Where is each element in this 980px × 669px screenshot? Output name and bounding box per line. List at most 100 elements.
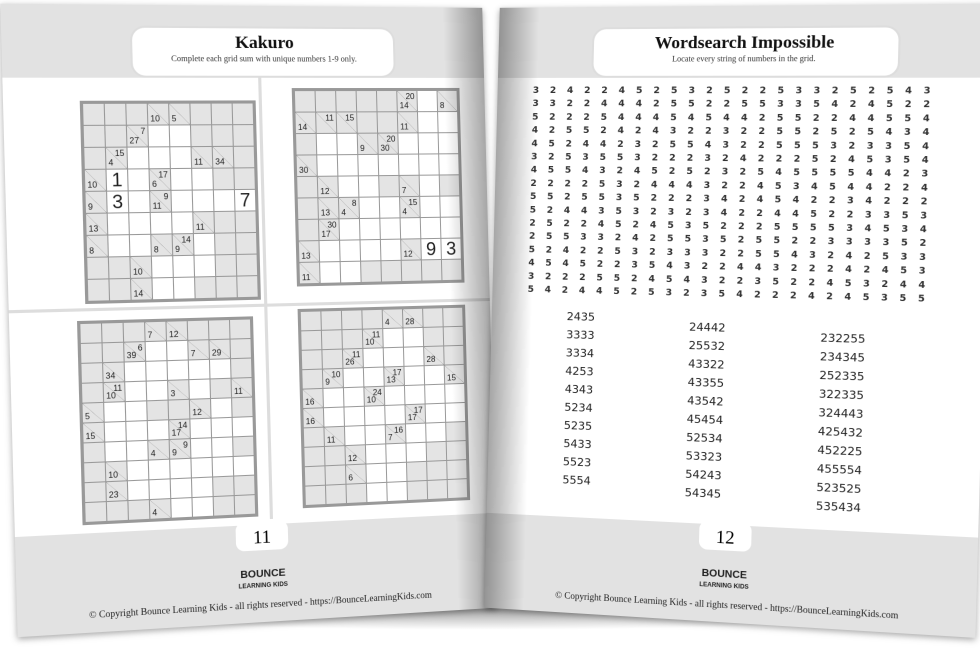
white-cell[interactable] bbox=[128, 169, 150, 191]
white-cell[interactable] bbox=[232, 417, 254, 437]
white-cell[interactable] bbox=[358, 154, 379, 176]
white-cell[interactable] bbox=[146, 380, 168, 401]
white-cell[interactable] bbox=[146, 361, 167, 381]
white-cell[interactable] bbox=[403, 327, 424, 347]
white-cell[interactable] bbox=[127, 460, 149, 481]
white-cell[interactable] bbox=[344, 426, 365, 446]
white-cell[interactable] bbox=[386, 462, 407, 482]
white-cell[interactable] bbox=[319, 240, 340, 262]
white-cell[interactable]: 12 bbox=[189, 399, 211, 419]
white-cell[interactable]: 30 17 bbox=[318, 219, 340, 241]
white-cell[interactable] bbox=[167, 340, 188, 361]
white-cell[interactable] bbox=[191, 477, 213, 498]
white-cell[interactable] bbox=[380, 239, 401, 261]
white-cell[interactable] bbox=[380, 218, 401, 239]
white-cell[interactable] bbox=[145, 341, 167, 361]
white-cell[interactable] bbox=[190, 418, 212, 439]
white-cell[interactable] bbox=[403, 347, 424, 366]
white-cell[interactable]: 11 bbox=[193, 212, 214, 234]
white-cell[interactable] bbox=[170, 478, 192, 499]
white-cell[interactable] bbox=[417, 90, 438, 112]
white-cell[interactable] bbox=[151, 256, 173, 278]
white-cell[interactable] bbox=[404, 366, 425, 386]
white-cell[interactable] bbox=[363, 367, 384, 387]
white-cell[interactable] bbox=[320, 262, 341, 283]
white-cell[interactable]: 1 bbox=[106, 169, 128, 191]
white-cell[interactable] bbox=[172, 212, 193, 234]
white-cell[interactable] bbox=[150, 212, 172, 234]
white-cell[interactable] bbox=[152, 278, 174, 300]
white-cell[interactable] bbox=[127, 147, 149, 169]
white-cell[interactable]: 17 13 bbox=[384, 366, 404, 386]
white-cell[interactable] bbox=[108, 235, 130, 257]
white-cell[interactable] bbox=[173, 277, 195, 299]
white-cell[interactable] bbox=[358, 176, 379, 197]
white-cell[interactable] bbox=[379, 197, 400, 218]
white-cell[interactable] bbox=[405, 423, 426, 443]
white-cell[interactable] bbox=[173, 255, 194, 277]
white-cell[interactable] bbox=[366, 463, 387, 483]
white-cell[interactable] bbox=[191, 457, 213, 478]
white-cell[interactable] bbox=[417, 112, 438, 133]
white-cell[interactable] bbox=[125, 381, 147, 402]
white-cell[interactable] bbox=[316, 133, 337, 155]
white-cell[interactable] bbox=[193, 233, 215, 255]
white-cell[interactable] bbox=[104, 402, 126, 422]
white-cell[interactable] bbox=[359, 218, 380, 240]
white-cell[interactable] bbox=[383, 328, 403, 348]
white-cell[interactable] bbox=[400, 218, 421, 239]
white-cell[interactable] bbox=[340, 261, 361, 283]
white-cell[interactable]: 11 10 bbox=[103, 382, 125, 402]
white-cell[interactable] bbox=[425, 403, 446, 423]
white-cell[interactable]: 3 bbox=[168, 380, 189, 400]
white-cell[interactable] bbox=[148, 147, 170, 169]
white-cell[interactable] bbox=[212, 437, 233, 457]
white-cell[interactable] bbox=[398, 133, 419, 154]
white-cell[interactable]: 3 bbox=[107, 191, 129, 213]
white-cell[interactable] bbox=[171, 498, 192, 518]
white-cell[interactable]: 11 bbox=[324, 426, 345, 446]
white-cell[interactable] bbox=[149, 479, 171, 500]
white-cell[interactable] bbox=[424, 365, 445, 385]
white-cell[interactable] bbox=[398, 154, 419, 175]
white-cell[interactable] bbox=[363, 348, 384, 368]
white-cell[interactable] bbox=[129, 212, 151, 235]
white-cell[interactable] bbox=[339, 219, 360, 240]
white-cell[interactable] bbox=[105, 441, 127, 462]
white-cell[interactable]: 24 10 bbox=[364, 386, 385, 406]
white-cell[interactable] bbox=[188, 359, 210, 380]
white-cell[interactable]: 10 bbox=[105, 461, 127, 482]
white-cell[interactable] bbox=[419, 175, 440, 196]
white-cell[interactable] bbox=[170, 147, 192, 169]
white-cell[interactable]: 12 bbox=[401, 239, 421, 260]
white-cell[interactable] bbox=[148, 125, 170, 147]
white-cell[interactable] bbox=[192, 497, 214, 517]
white-cell[interactable] bbox=[148, 459, 170, 480]
white-cell[interactable] bbox=[404, 385, 425, 405]
white-cell[interactable] bbox=[171, 190, 193, 212]
white-cell[interactable] bbox=[387, 481, 407, 502]
white-cell[interactable] bbox=[364, 405, 385, 425]
white-cell[interactable] bbox=[360, 239, 381, 261]
white-cell[interactable] bbox=[340, 240, 361, 262]
white-cell[interactable] bbox=[189, 379, 210, 399]
white-cell[interactable] bbox=[126, 421, 148, 441]
white-cell[interactable]: 17 17 bbox=[405, 404, 426, 424]
white-cell[interactable]: 16 7 bbox=[385, 424, 406, 444]
white-cell[interactable] bbox=[126, 440, 148, 461]
white-cell[interactable] bbox=[192, 168, 213, 190]
white-cell[interactable]: 20 30 bbox=[378, 133, 398, 154]
white-cell[interactable] bbox=[426, 422, 446, 442]
white-cell[interactable] bbox=[420, 217, 441, 239]
white-cell[interactable] bbox=[344, 406, 365, 426]
white-cell[interactable]: 12 bbox=[345, 445, 366, 465]
white-cell[interactable] bbox=[384, 386, 405, 405]
white-cell[interactable] bbox=[212, 457, 234, 477]
white-cell[interactable] bbox=[337, 133, 358, 155]
white-cell[interactable] bbox=[378, 154, 399, 176]
white-cell[interactable] bbox=[406, 442, 427, 462]
white-cell[interactable] bbox=[194, 255, 216, 277]
white-cell[interactable] bbox=[129, 234, 151, 257]
